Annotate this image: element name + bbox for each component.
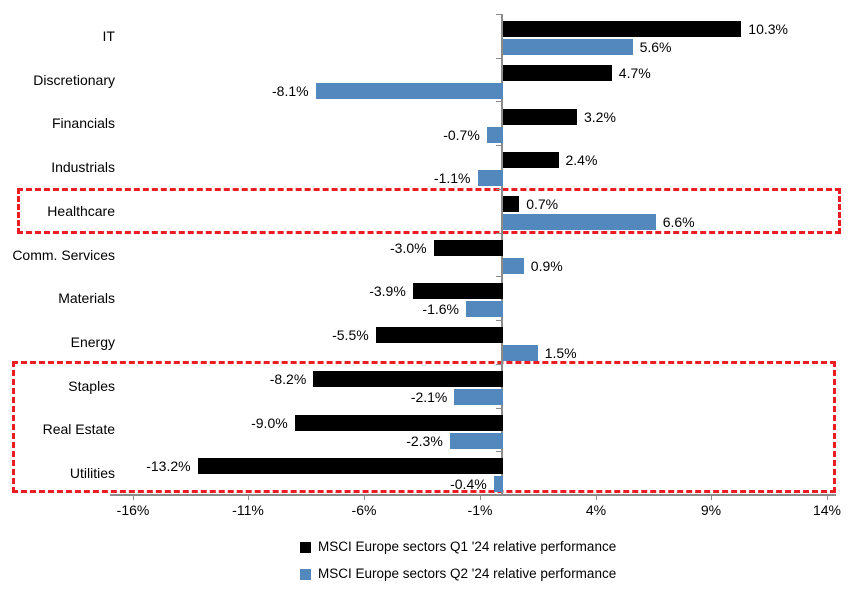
value-label: -8.1% [272, 82, 309, 99]
axis-boundary-tick [496, 320, 502, 321]
category-label: IT [102, 28, 115, 44]
x-tick [711, 495, 712, 500]
x-tick [827, 495, 828, 500]
x-tick [480, 495, 481, 500]
bar-q2 [493, 476, 503, 493]
value-label: 4.7% [618, 64, 651, 81]
x-tick-label: 9% [700, 502, 722, 518]
bar-q1 [412, 283, 503, 300]
bar-q1 [503, 21, 742, 37]
category-label: Staples [68, 378, 115, 394]
legend-label-q1: MSCI Europe sectors Q1 '24 relative perf… [318, 539, 617, 554]
value-label: -2.1% [410, 388, 448, 405]
category-label: Materials [58, 290, 115, 306]
bar-q1 [313, 370, 503, 387]
x-tick-label: -1% [467, 502, 493, 518]
bar-q2 [486, 126, 503, 143]
axis-boundary-tick [496, 101, 502, 102]
value-label: -2.3% [406, 432, 443, 449]
category-label: Healthcare [47, 203, 115, 219]
legend-item-q1: MSCI Europe sectors Q1 '24 relative perf… [300, 538, 616, 556]
category-label: Real Estate [42, 421, 115, 437]
bar-q1 [503, 152, 559, 169]
value-label: -1.1% [433, 170, 471, 187]
value-label: 5.6% [639, 39, 672, 55]
category-label: Industrials [51, 159, 115, 175]
category-label: Financials [51, 115, 115, 131]
bar-q1 [197, 458, 503, 475]
legend-swatch-q2-icon [300, 568, 311, 580]
bar-q2 [466, 301, 503, 318]
x-axis-line [110, 494, 836, 496]
bar-q2 [503, 39, 633, 55]
x-tick-label: 4% [585, 502, 607, 518]
value-label: -0.7% [443, 126, 480, 143]
axis-boundary-tick [496, 14, 502, 15]
bar-q1 [375, 327, 503, 344]
value-label: 10.3% [748, 21, 788, 37]
value-label: -8.2% [269, 370, 307, 387]
legend: MSCI Europe sectors Q1 '24 relative perf… [300, 538, 616, 583]
value-label: -5.5% [332, 327, 369, 344]
x-tick [248, 495, 249, 500]
axis-boundary-tick [496, 495, 502, 496]
bar-q1 [503, 195, 520, 212]
axis-boundary-tick [496, 145, 502, 146]
legend-label-q2: MSCI Europe sectors Q2 '24 relative perf… [318, 566, 617, 581]
axis-boundary-tick [496, 451, 502, 452]
axis-boundary-tick [496, 276, 502, 277]
value-label: -13.2% [146, 458, 191, 475]
value-label: 0.9% [530, 257, 563, 274]
bar-q1 [503, 64, 612, 81]
category-label: Energy [70, 334, 115, 350]
bar-q2 [503, 257, 524, 274]
axis-boundary-tick [496, 364, 502, 365]
value-label: 3.2% [584, 108, 616, 125]
bar-q1 [294, 414, 503, 431]
x-tick [133, 495, 134, 500]
category-label: Discretionary [33, 72, 115, 88]
bar-q2 [503, 213, 656, 230]
axis-boundary-tick [496, 58, 502, 59]
axis-boundary-tick [496, 189, 502, 190]
bar-q2 [503, 345, 538, 362]
value-label: -1.6% [422, 301, 459, 318]
bar-q1 [433, 239, 503, 256]
value-label: -3.9% [369, 283, 406, 300]
value-label: 2.4% [565, 152, 598, 169]
value-label: 0.7% [526, 195, 559, 212]
legend-swatch-q1-icon [300, 541, 311, 553]
x-tick-label: -6% [351, 502, 377, 518]
bar-q2 [454, 388, 503, 405]
category-label: Comm. Services [12, 247, 115, 263]
x-tick [364, 495, 365, 500]
value-label: -0.4% [450, 476, 487, 493]
bar-q1 [503, 108, 577, 125]
value-label: -3.0% [390, 239, 427, 256]
highlight-box [12, 360, 836, 493]
category-label: Utilities [69, 465, 115, 481]
bar-q2 [449, 432, 503, 449]
bar-q2 [477, 170, 503, 187]
value-label: 6.6% [662, 213, 695, 230]
x-tick-label: 14% [812, 502, 842, 518]
legend-item-q2: MSCI Europe sectors Q2 '24 relative perf… [300, 565, 616, 583]
x-tick-label: -16% [116, 502, 150, 518]
x-tick-label: -11% [232, 502, 264, 518]
highlight-box [17, 187, 841, 234]
x-tick [596, 495, 597, 500]
axis-boundary-tick [496, 233, 502, 234]
value-label: 1.5% [544, 345, 577, 362]
bar-q2 [315, 82, 503, 99]
axis-boundary-tick [496, 408, 502, 409]
value-label: -9.0% [251, 414, 288, 431]
